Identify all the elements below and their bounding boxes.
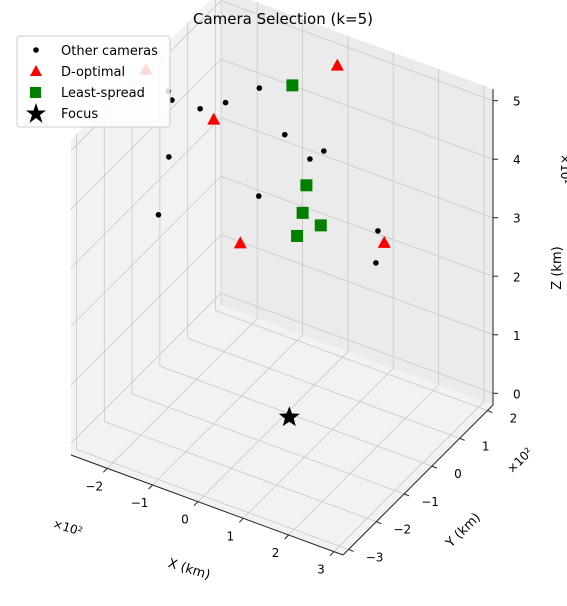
y-grid-floor xyxy=(187,337,460,439)
y-axis-line xyxy=(342,404,494,556)
least-spread-point xyxy=(286,79,299,92)
y-tick-mark xyxy=(459,437,465,441)
x-tick-mark xyxy=(329,551,335,557)
x-grid-floor xyxy=(197,351,349,502)
x-tick-mark xyxy=(193,501,199,507)
axis-lines xyxy=(70,89,498,557)
other-cameras-point xyxy=(155,211,162,218)
y-tick-mark xyxy=(403,493,410,497)
other-cameras-point xyxy=(307,156,313,162)
focus-point xyxy=(278,406,300,427)
x-axis-line xyxy=(70,454,344,556)
y-tick-label: −1 xyxy=(421,495,439,509)
y-tick-mark xyxy=(431,465,438,469)
x-tick-mark xyxy=(284,534,289,540)
x-axis-label: X (km) xyxy=(166,556,212,583)
z-axis-label: Z (km) xyxy=(550,246,565,289)
z-grid-left xyxy=(70,234,222,386)
y-axis-label: Y (km) xyxy=(443,510,484,551)
d-optimal-point xyxy=(207,112,221,125)
z-tick-label: 4 xyxy=(513,153,521,167)
chart-title: Camera Selection (k=5) xyxy=(193,10,373,28)
z-grid-back xyxy=(220,117,494,219)
least-spread-point xyxy=(300,179,313,192)
floor-pane xyxy=(71,305,493,555)
legend-label-other-cameras: Other cameras xyxy=(61,44,158,59)
y-tick-mark xyxy=(487,410,493,414)
z-tick-label: 5 xyxy=(513,95,521,109)
legend-box xyxy=(16,35,171,128)
other-cameras-point xyxy=(222,99,229,106)
x-offset-label: ×10² xyxy=(51,516,84,538)
x-tick-mark xyxy=(102,467,108,473)
y-tick-mark xyxy=(348,548,354,552)
legend-label-focus: Focus xyxy=(61,107,98,122)
x-grid-floor xyxy=(333,401,485,552)
z-grid-left xyxy=(70,117,222,269)
other-cameras-point xyxy=(281,131,288,138)
z-grid-left xyxy=(70,58,222,210)
y-tick-label: 0 xyxy=(454,467,462,481)
y-grid-floor xyxy=(131,393,405,495)
least-spread-point xyxy=(291,229,304,242)
y-tick-label: 1 xyxy=(482,439,490,453)
y-grid-floor xyxy=(76,449,349,550)
x-tick-label: 3 xyxy=(317,563,325,577)
x-tick-label: −1 xyxy=(131,496,149,510)
legend-marker-d-optimal xyxy=(30,65,42,76)
legend-label-d-optimal: D-optimal xyxy=(61,65,125,80)
x-tick-label: 2 xyxy=(272,546,280,560)
tick-labels: −2 −1 0 1 2 3 −3 −2 −1 0 1 2 0 1 2 3 4 5 xyxy=(85,95,520,577)
x-tick-mark xyxy=(148,484,153,490)
y-tick-mark xyxy=(376,521,382,525)
y-offset-label: ×10² xyxy=(504,445,535,476)
d-optimal-point xyxy=(233,236,247,249)
y-grid-floor xyxy=(104,421,377,523)
z-grid-back xyxy=(220,0,494,102)
grid-lines xyxy=(70,0,494,552)
x-tick-label: −2 xyxy=(85,479,103,493)
y-tick-label: 2 xyxy=(510,412,518,426)
legend-marker-other-cameras xyxy=(33,47,39,53)
least-spread-point xyxy=(314,219,327,232)
x-tick-label: 0 xyxy=(181,513,189,527)
z-grid-back xyxy=(220,58,494,160)
z-tick-label: 1 xyxy=(513,329,521,343)
y-tick-label: −3 xyxy=(366,550,384,564)
other-cameras-point xyxy=(256,85,263,91)
z-grid-back xyxy=(220,234,494,336)
z-grid-back xyxy=(220,175,494,277)
legend: Other cameras D-optimal Least-spread Foc… xyxy=(16,35,171,128)
other-cameras-point xyxy=(321,148,327,154)
legend-marker-focus xyxy=(26,103,46,123)
x-tick-mark xyxy=(238,517,244,523)
z-grid-left xyxy=(70,175,222,327)
x-grid-floor xyxy=(288,384,439,536)
other-cameras-point xyxy=(197,105,203,112)
legend-marker-least-spread xyxy=(30,87,41,98)
x-grid-floor xyxy=(152,334,303,486)
z-grid-back xyxy=(220,292,494,394)
legend-label-least-spread: Least-spread xyxy=(61,86,145,101)
x-grid-floor xyxy=(106,318,258,469)
back-wall-pane xyxy=(221,0,493,405)
x-tick-label: 1 xyxy=(226,529,234,543)
z-tick-label: 3 xyxy=(513,212,521,226)
z-grid-left xyxy=(70,293,222,444)
other-cameras-point xyxy=(255,193,262,199)
z-tick-label: 0 xyxy=(513,387,521,401)
other-cameras-point xyxy=(166,154,172,160)
other-cameras-point xyxy=(373,260,379,266)
other-cameras-point xyxy=(375,228,381,234)
z-offset-label: ×10² xyxy=(558,154,567,184)
d-optimal-point xyxy=(330,58,344,71)
x-grid-floor xyxy=(242,368,394,519)
least-spread-point xyxy=(296,206,309,219)
y-tick-label: −2 xyxy=(393,523,411,537)
y-grid-floor xyxy=(215,310,488,411)
z-tick-label: 2 xyxy=(513,270,521,284)
d-optimal-point xyxy=(377,235,391,248)
